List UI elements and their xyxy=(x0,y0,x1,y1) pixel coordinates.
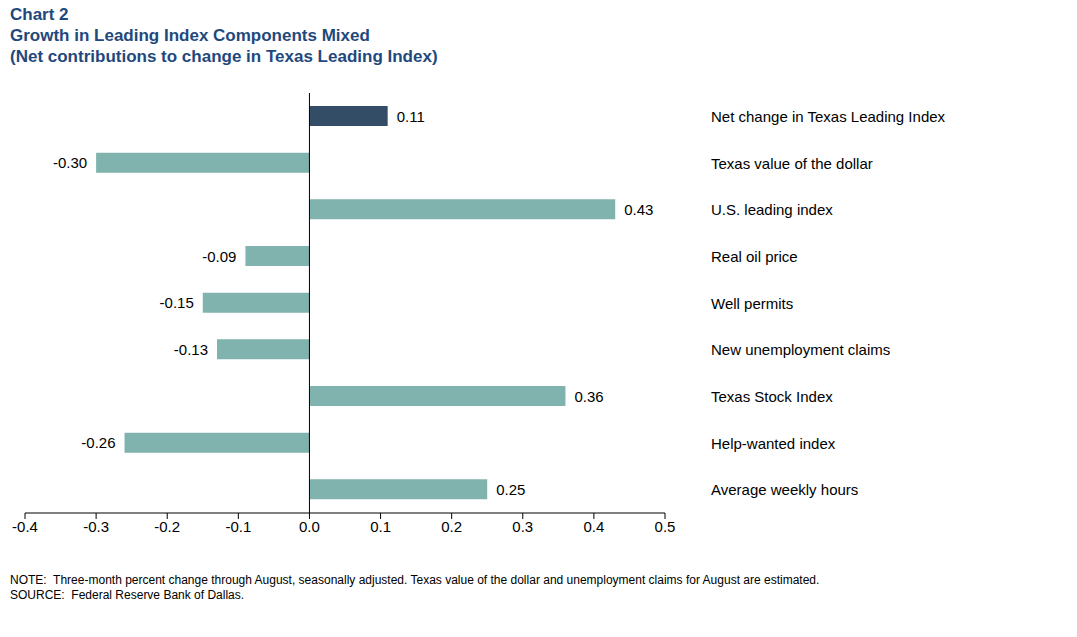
svg-text:-0.15: -0.15 xyxy=(160,294,194,311)
html-text:Growth in Leading Index Compon: Growth in Leading Index Components Mixed xyxy=(10,26,370,45)
svg-text:-0.09: -0.09 xyxy=(202,248,236,265)
svg-text:0.36: 0.36 xyxy=(574,388,603,405)
svg-text:0.5: 0.5 xyxy=(655,518,676,535)
svg-text:Texas Stock Index: Texas Stock Index xyxy=(711,388,833,405)
svg-text:U.S. leading index: U.S. leading index xyxy=(711,201,833,218)
html-text:NOTE: Three-month percent chan: NOTE: Three-month percent change through… xyxy=(10,573,820,587)
svg-text:-0.4: -0.4 xyxy=(12,518,38,535)
svg-text:0.25: 0.25 xyxy=(496,481,525,498)
svg-text:0.43: 0.43 xyxy=(624,201,653,218)
svg-text:0.3: 0.3 xyxy=(512,518,533,535)
svg-text:0.0: 0.0 xyxy=(299,518,320,535)
svg-text:Real oil price: Real oil price xyxy=(711,248,798,265)
svg-text:Net change in Texas Leading In: Net change in Texas Leading Index xyxy=(711,108,946,125)
svg-text:-0.2: -0.2 xyxy=(154,518,180,535)
svg-text:-0.13: -0.13 xyxy=(174,341,208,358)
svg-text:Well permits: Well permits xyxy=(711,295,793,312)
svg-text:Average weekly hours: Average weekly hours xyxy=(711,481,858,498)
svg-text:-0.30: -0.30 xyxy=(53,154,87,171)
svg-text:-0.1: -0.1 xyxy=(225,518,251,535)
svg-text:0.4: 0.4 xyxy=(583,518,604,535)
html-text:SOURCE: Federal Reserve Bank o: SOURCE: Federal Reserve Bank of Dallas. xyxy=(10,588,245,602)
html-text:Chart 2: Chart 2 xyxy=(10,5,69,24)
svg-text:0.11: 0.11 xyxy=(397,108,425,125)
html-text:(Net contributions to change i: (Net contributions to change in Texas Le… xyxy=(10,47,438,66)
svg-text:0.1: 0.1 xyxy=(370,518,391,535)
svg-text:New unemployment claims: New unemployment claims xyxy=(711,341,890,358)
svg-text:Help-wanted index: Help-wanted index xyxy=(711,435,836,452)
svg-text:Texas value of the dollar: Texas value of the dollar xyxy=(711,155,873,172)
svg-text:-0.26: -0.26 xyxy=(81,434,115,451)
svg-text:0.2: 0.2 xyxy=(441,518,462,535)
svg-text:-0.3: -0.3 xyxy=(83,518,109,535)
